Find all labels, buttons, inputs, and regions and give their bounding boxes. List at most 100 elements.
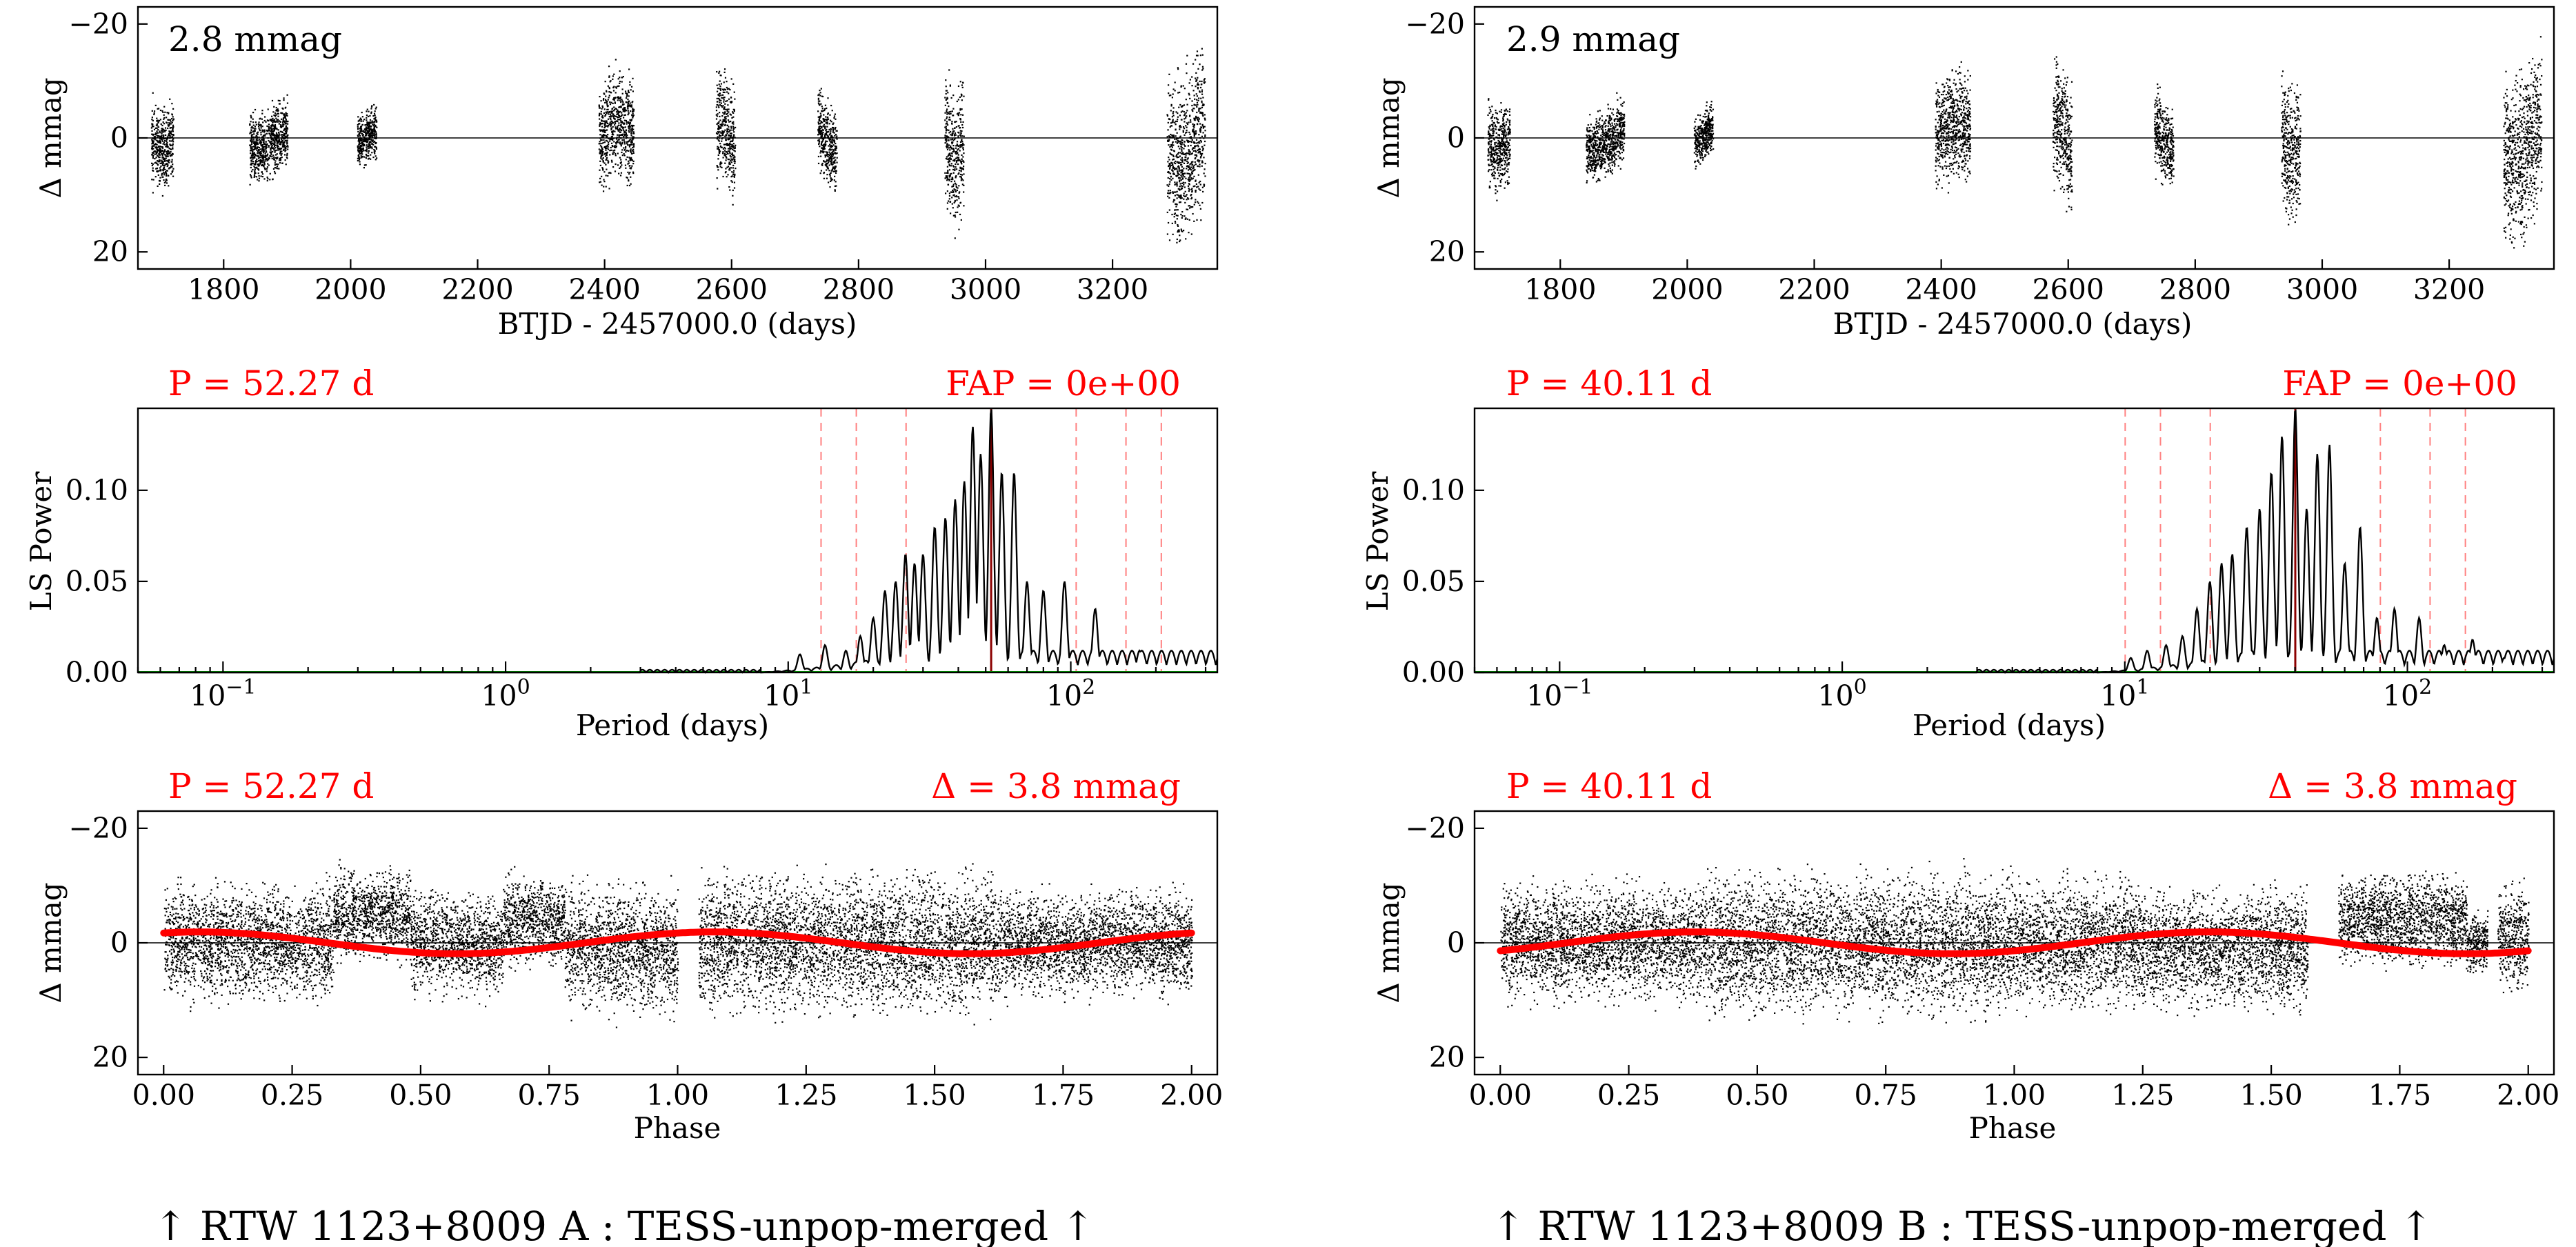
data-point [367, 146, 369, 148]
data-point [151, 110, 153, 112]
data-point [357, 130, 359, 133]
data-point [275, 135, 278, 137]
data-point [618, 97, 620, 99]
data-point [156, 162, 158, 164]
data-point [154, 139, 156, 141]
data-point [327, 964, 329, 966]
data-point [958, 228, 960, 230]
data-point [1169, 181, 1171, 183]
data-point [250, 143, 253, 146]
data-point [948, 163, 950, 166]
data-point [612, 152, 614, 154]
data-point [1188, 183, 1190, 186]
data-point [607, 126, 609, 128]
data-point [263, 883, 266, 885]
data-point [628, 105, 630, 107]
data-point [317, 1004, 319, 1007]
data-point [166, 182, 168, 184]
data-point [1181, 169, 1184, 171]
data-point [1192, 186, 1195, 188]
data-point [606, 168, 608, 170]
data-point [1184, 201, 1186, 204]
data-point [197, 957, 199, 960]
data-point [602, 159, 604, 162]
data-point [723, 131, 726, 133]
data-point [305, 964, 308, 966]
data-point [170, 173, 172, 175]
data-point [602, 157, 604, 159]
data-point [723, 146, 726, 149]
data-point [292, 945, 294, 947]
data-point [286, 142, 288, 144]
data-point [167, 155, 169, 157]
data-point [248, 911, 250, 913]
data-point [361, 134, 363, 137]
data-point [1202, 97, 1204, 99]
data-point [172, 118, 174, 120]
data-point [167, 957, 169, 959]
data-point [1185, 117, 1187, 119]
data-point [1176, 181, 1178, 183]
data-point [161, 131, 163, 133]
data-point [944, 126, 946, 128]
data-point [257, 160, 260, 162]
data-point [250, 154, 252, 157]
data-point [1204, 81, 1206, 83]
data-point [832, 128, 835, 130]
data-point [1169, 167, 1171, 169]
data-point [1191, 191, 1193, 193]
data-point [161, 160, 163, 162]
data-point [603, 130, 606, 132]
data-point [1202, 127, 1204, 129]
data-point [362, 120, 364, 122]
data-point [270, 977, 272, 980]
data-point [281, 968, 283, 970]
data-point [732, 112, 735, 114]
data-point [263, 167, 266, 169]
data-point [610, 159, 613, 161]
data-point [617, 96, 619, 98]
data-point [1197, 159, 1199, 161]
data-point [961, 135, 963, 137]
data-point [160, 150, 162, 152]
data-point [273, 140, 276, 142]
data-point [632, 136, 635, 138]
data-point [169, 135, 171, 137]
data-point [817, 116, 819, 118]
data-point [153, 113, 155, 116]
data-point [1186, 103, 1188, 106]
data-point [167, 127, 169, 130]
data-point [957, 148, 959, 150]
data-point [621, 141, 623, 143]
data-point [271, 120, 273, 122]
data-point [955, 121, 957, 123]
data-point [719, 150, 721, 152]
data-point [258, 963, 260, 965]
data-point [164, 154, 166, 156]
data-point [1186, 122, 1188, 124]
data-point [1190, 179, 1192, 181]
data-point [836, 157, 838, 159]
data-point [828, 159, 830, 161]
data-point [169, 123, 171, 125]
data-point [1187, 169, 1190, 171]
data-point [822, 148, 825, 150]
data-point [253, 154, 255, 156]
data-point [376, 157, 378, 159]
data-point [1199, 137, 1201, 139]
data-point [601, 120, 603, 122]
data-point [961, 141, 963, 143]
data-point [952, 128, 954, 130]
data-point [628, 91, 630, 94]
data-point [161, 146, 163, 148]
data-point [158, 120, 161, 122]
data-point [618, 136, 620, 138]
data-point [166, 174, 168, 177]
y-tick-label: 0.10 [66, 474, 128, 507]
data-point [631, 110, 634, 112]
data-point [1201, 106, 1204, 109]
data-point [608, 113, 610, 115]
data-point [725, 116, 727, 118]
data-point [717, 94, 719, 96]
data-point [621, 92, 623, 94]
